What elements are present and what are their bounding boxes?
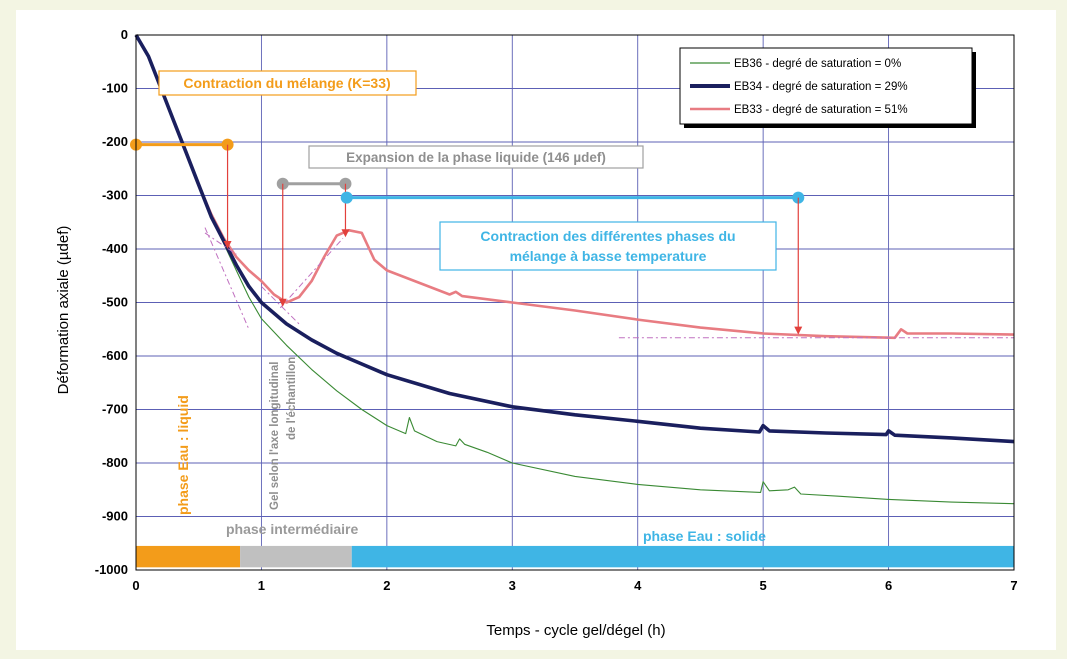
annotations: Contraction du mélange (K=33) Expansion d… xyxy=(130,70,805,544)
x-tick-label: 1 xyxy=(258,578,265,593)
x-tick-label: 5 xyxy=(760,578,767,593)
phase-solide-label: phase Eau : solide xyxy=(643,528,766,544)
contraction-phases-label-line1: Contraction des différentes phases du xyxy=(480,228,735,244)
tangent-line xyxy=(204,232,237,255)
phase-liquid-label: phase Eau : liquid xyxy=(175,395,191,515)
chart-svg: Contraction du mélange (K=33) Expansion d… xyxy=(55,27,1018,639)
tick-labels: 0 -100 -200 -300 -400 -500 -600 -700 -800 -900 -10… xyxy=(95,27,1018,593)
series-lines xyxy=(134,34,1015,505)
phase-bar-liquid xyxy=(136,545,241,568)
blue-arrow-head xyxy=(794,326,803,335)
gray-arrow-head xyxy=(278,298,287,307)
x-tick-label: 0 xyxy=(132,578,139,593)
x-tick-label: 3 xyxy=(509,578,516,593)
phase-bar-intermediaire xyxy=(240,545,352,568)
phase-bars xyxy=(136,545,1014,568)
legend: EB36 - degré de saturation = 0% EB34 - d… xyxy=(679,47,976,128)
gel-label-line2: de l'échantillon xyxy=(286,357,298,440)
x-tick-label: 7 xyxy=(1010,578,1017,593)
figure: Contraction du mélange (K=33) Expansion d… xyxy=(16,10,1056,650)
contraction-phases-label-box xyxy=(439,221,777,271)
y-tick-label: 0 xyxy=(121,27,128,42)
blue-marker-start xyxy=(340,191,353,204)
contraction-phases-label-line2: mélange à basse temperature xyxy=(510,248,707,264)
contraction-label: Contraction du mélange (K=33) xyxy=(183,75,390,91)
tangent-line xyxy=(204,227,250,330)
y-axis-title: Déformation axiale (µdef) xyxy=(55,226,72,395)
x-tick-label: 6 xyxy=(885,578,892,593)
y-tick-label: -600 xyxy=(102,348,128,363)
tangent-line xyxy=(261,286,300,325)
series-line-eb34 xyxy=(134,34,1015,444)
x-tick-label: 2 xyxy=(383,578,390,593)
phase-bar-solide xyxy=(351,545,1014,568)
gray-arrow-2-head xyxy=(341,229,350,238)
tangent-line xyxy=(279,237,344,309)
plot-frame xyxy=(135,34,1015,571)
expansion-label-box xyxy=(308,145,644,169)
x-tick-label: 4 xyxy=(634,578,642,593)
y-tick-label: -200 xyxy=(102,134,128,149)
y-tick-label: -900 xyxy=(102,509,128,524)
legend-label-eb34: EB34 - degré de saturation = 29% xyxy=(734,81,908,93)
gel-label-line1: Gel selon l'axe longitudinal xyxy=(269,362,281,510)
y-tick-label: -800 xyxy=(102,455,128,470)
contraction-label-box xyxy=(158,70,417,96)
guide-lines xyxy=(204,227,1014,339)
orange-arrow-head xyxy=(223,241,232,249)
x-axis-title: Temps - cycle gel/dégel (h) xyxy=(486,622,665,639)
legend-label-eb36: EB36 - degré de saturation = 0% xyxy=(734,58,901,70)
y-tick-label: -400 xyxy=(102,241,128,256)
y-tick-label: -100 xyxy=(102,81,128,96)
y-tick-label: -1000 xyxy=(95,562,128,577)
y-tick-label: -700 xyxy=(102,402,128,417)
expansion-label: Expansion de la phase liquide (146 µdef) xyxy=(346,150,606,165)
phase-intermediaire-label: phase intermédiaire xyxy=(226,521,358,537)
y-tick-label: -500 xyxy=(102,295,128,310)
legend-label-eb33: EB33 - degré de saturation = 51% xyxy=(734,104,908,116)
y-tick-label: -300 xyxy=(102,188,128,203)
